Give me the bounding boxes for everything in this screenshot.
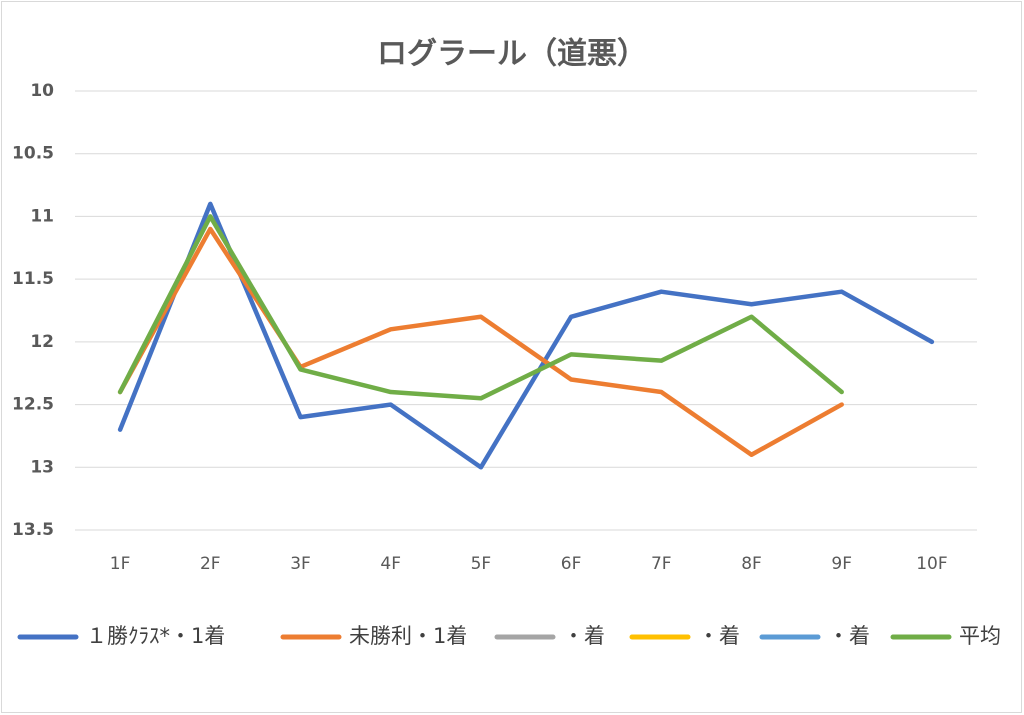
y-tick-label: 11 [30,206,54,226]
x-tick-label: 3F [290,554,311,574]
x-tick-label: 10F [916,554,947,574]
legend-label: ・着 [828,624,870,648]
y-tick-label: 12 [30,332,54,352]
y-tick-label: 12.5 [12,395,54,415]
x-tick-label: 4F [380,554,401,574]
legend-label: 平均 [959,624,1001,648]
x-tick-label: 8F [741,554,762,574]
chart-title: ログラール（道悪） [377,37,647,72]
y-tick-label: 13.5 [12,520,54,540]
y-tick-label: 11.5 [12,269,54,289]
y-tick-label: 13 [30,457,54,477]
x-tick-label: 7F [651,554,672,574]
legend-label: １勝ｸﾗｽ*・1着 [86,624,225,648]
x-tick-label: 2F [200,554,221,574]
y-tick-label: 10.5 [12,144,54,164]
series-line [117,226,844,457]
x-tick-label: 5F [471,554,492,574]
x-tick-label: 1F [110,554,131,574]
series-line [117,201,935,470]
legend-label: 未勝利・1着 [349,624,467,648]
legend-label: ・着 [698,624,740,648]
series-line [117,214,844,401]
y-tick-label: 10 [30,81,54,101]
x-tick-label: 9F [831,554,852,574]
x-tick-label: 6F [561,554,582,574]
legend-label: ・着 [563,624,605,648]
